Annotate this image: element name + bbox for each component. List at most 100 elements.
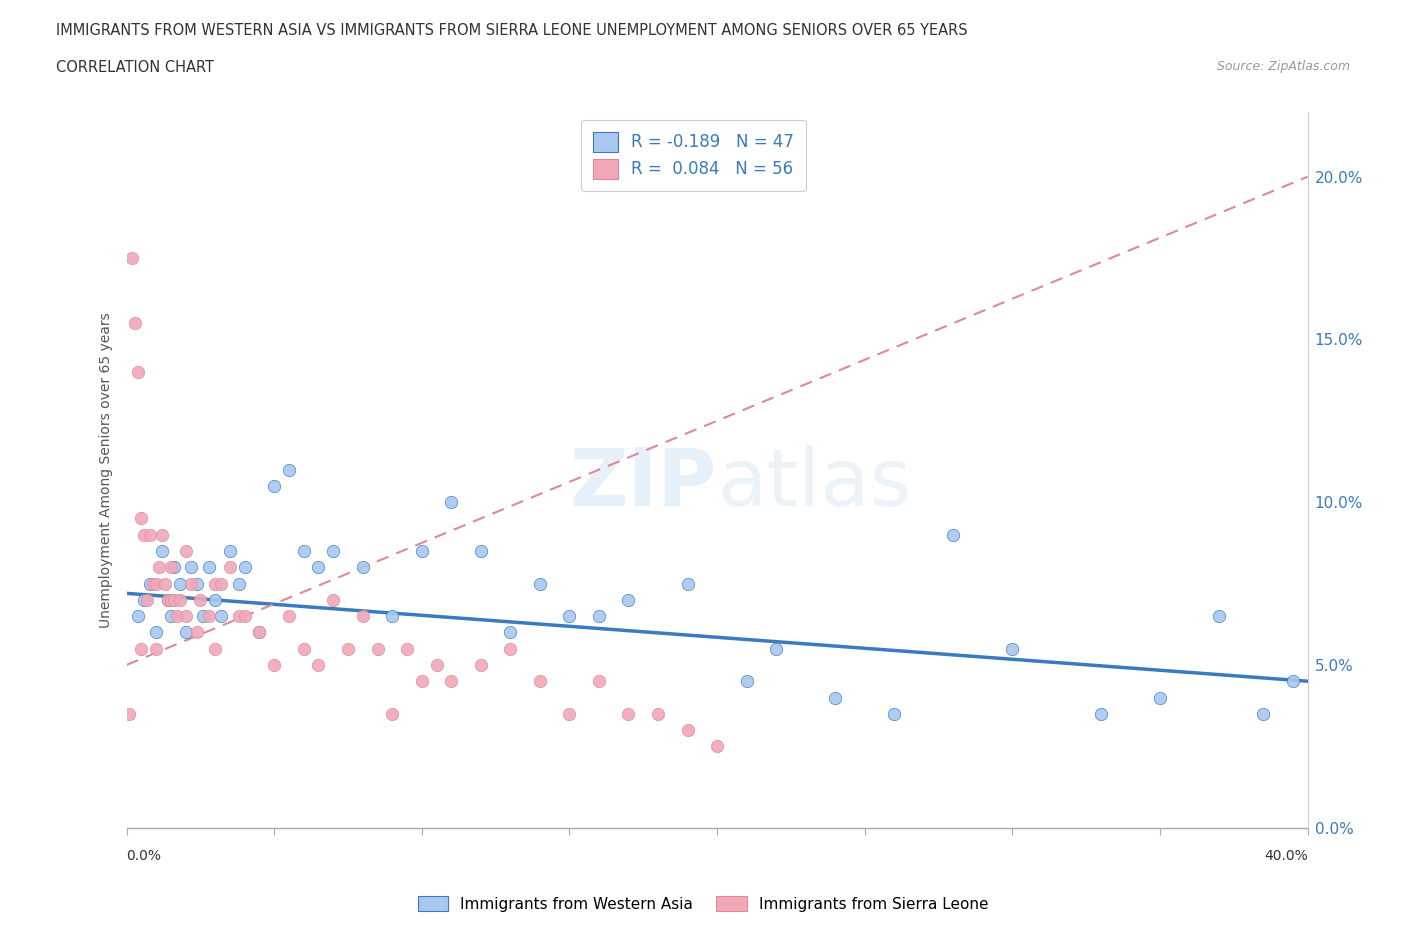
Point xyxy=(499,625,522,640)
Point xyxy=(145,577,167,591)
Point xyxy=(558,609,581,624)
Point xyxy=(186,577,208,591)
Text: 40.0%: 40.0% xyxy=(1264,849,1308,863)
Point xyxy=(425,658,447,672)
Point xyxy=(228,577,250,591)
Point xyxy=(166,609,188,624)
Point xyxy=(1001,642,1024,657)
Point xyxy=(529,673,551,688)
Point xyxy=(352,609,374,624)
Point xyxy=(127,609,149,624)
Point xyxy=(440,495,463,510)
Text: IMMIGRANTS FROM WESTERN ASIA VS IMMIGRANTS FROM SIERRA LEONE UNEMPLOYMENT AMONG : IMMIGRANTS FROM WESTERN ASIA VS IMMIGRAN… xyxy=(56,23,967,38)
Point xyxy=(160,592,183,607)
Legend: Immigrants from Western Asia, Immigrants from Sierra Leone: Immigrants from Western Asia, Immigrants… xyxy=(412,889,994,918)
Text: Source: ZipAtlas.com: Source: ZipAtlas.com xyxy=(1216,60,1350,73)
Point xyxy=(160,560,183,575)
Point xyxy=(233,560,256,575)
Point xyxy=(247,625,270,640)
Point xyxy=(322,543,344,558)
Point xyxy=(676,723,699,737)
Point xyxy=(127,365,149,379)
Text: CORRELATION CHART: CORRELATION CHART xyxy=(56,60,214,75)
Point xyxy=(292,642,315,657)
Point xyxy=(263,479,285,494)
Point xyxy=(186,625,208,640)
Point xyxy=(118,707,141,722)
Point xyxy=(150,527,173,542)
Point xyxy=(263,658,285,672)
Point xyxy=(139,577,162,591)
Point xyxy=(278,609,301,624)
Point xyxy=(588,609,610,624)
Point xyxy=(307,560,329,575)
Point xyxy=(188,592,211,607)
Point xyxy=(169,592,191,607)
Point xyxy=(136,592,159,607)
Point xyxy=(228,609,250,624)
Point xyxy=(139,527,162,542)
Point xyxy=(160,609,183,624)
Point xyxy=(174,625,197,640)
Point xyxy=(193,609,215,624)
Point xyxy=(529,577,551,591)
Point xyxy=(411,543,433,558)
Point xyxy=(588,673,610,688)
Point xyxy=(148,560,170,575)
Point xyxy=(180,577,202,591)
Point xyxy=(352,560,374,575)
Point xyxy=(307,658,329,672)
Point xyxy=(1149,690,1171,705)
Y-axis label: Unemployment Among Seniors over 65 years: Unemployment Among Seniors over 65 years xyxy=(98,312,112,628)
Point xyxy=(411,673,433,688)
Point xyxy=(366,642,388,657)
Point xyxy=(292,543,315,558)
Point xyxy=(706,738,728,753)
Point xyxy=(209,609,232,624)
Point xyxy=(1282,673,1305,688)
Point xyxy=(1208,609,1230,624)
Point xyxy=(883,707,905,722)
Point xyxy=(942,527,965,542)
Point xyxy=(129,512,153,526)
Point xyxy=(121,251,143,266)
Point xyxy=(676,577,699,591)
Point xyxy=(134,527,156,542)
Point xyxy=(1251,707,1274,722)
Point xyxy=(381,609,404,624)
Point xyxy=(765,642,787,657)
Point xyxy=(163,592,186,607)
Point xyxy=(156,592,179,607)
Point xyxy=(617,707,640,722)
Point xyxy=(470,543,492,558)
Point xyxy=(150,543,173,558)
Point xyxy=(156,592,179,607)
Point xyxy=(381,707,404,722)
Point xyxy=(134,592,156,607)
Point xyxy=(824,690,846,705)
Point xyxy=(647,707,669,722)
Point xyxy=(142,577,165,591)
Point xyxy=(470,658,492,672)
Point xyxy=(440,673,463,688)
Point xyxy=(322,592,344,607)
Point xyxy=(278,462,301,477)
Text: atlas: atlas xyxy=(717,445,911,523)
Point xyxy=(558,707,581,722)
Point xyxy=(218,543,242,558)
Point xyxy=(153,577,176,591)
Point xyxy=(204,577,226,591)
Point xyxy=(145,642,167,657)
Point xyxy=(218,560,242,575)
Point xyxy=(198,560,221,575)
Point xyxy=(204,592,226,607)
Point xyxy=(174,609,197,624)
Point xyxy=(233,609,256,624)
Point xyxy=(124,316,146,331)
Point xyxy=(180,560,202,575)
Point xyxy=(204,642,226,657)
Point xyxy=(247,625,270,640)
Point xyxy=(735,673,758,688)
Point xyxy=(1090,707,1112,722)
Text: ZIP: ZIP xyxy=(569,445,717,523)
